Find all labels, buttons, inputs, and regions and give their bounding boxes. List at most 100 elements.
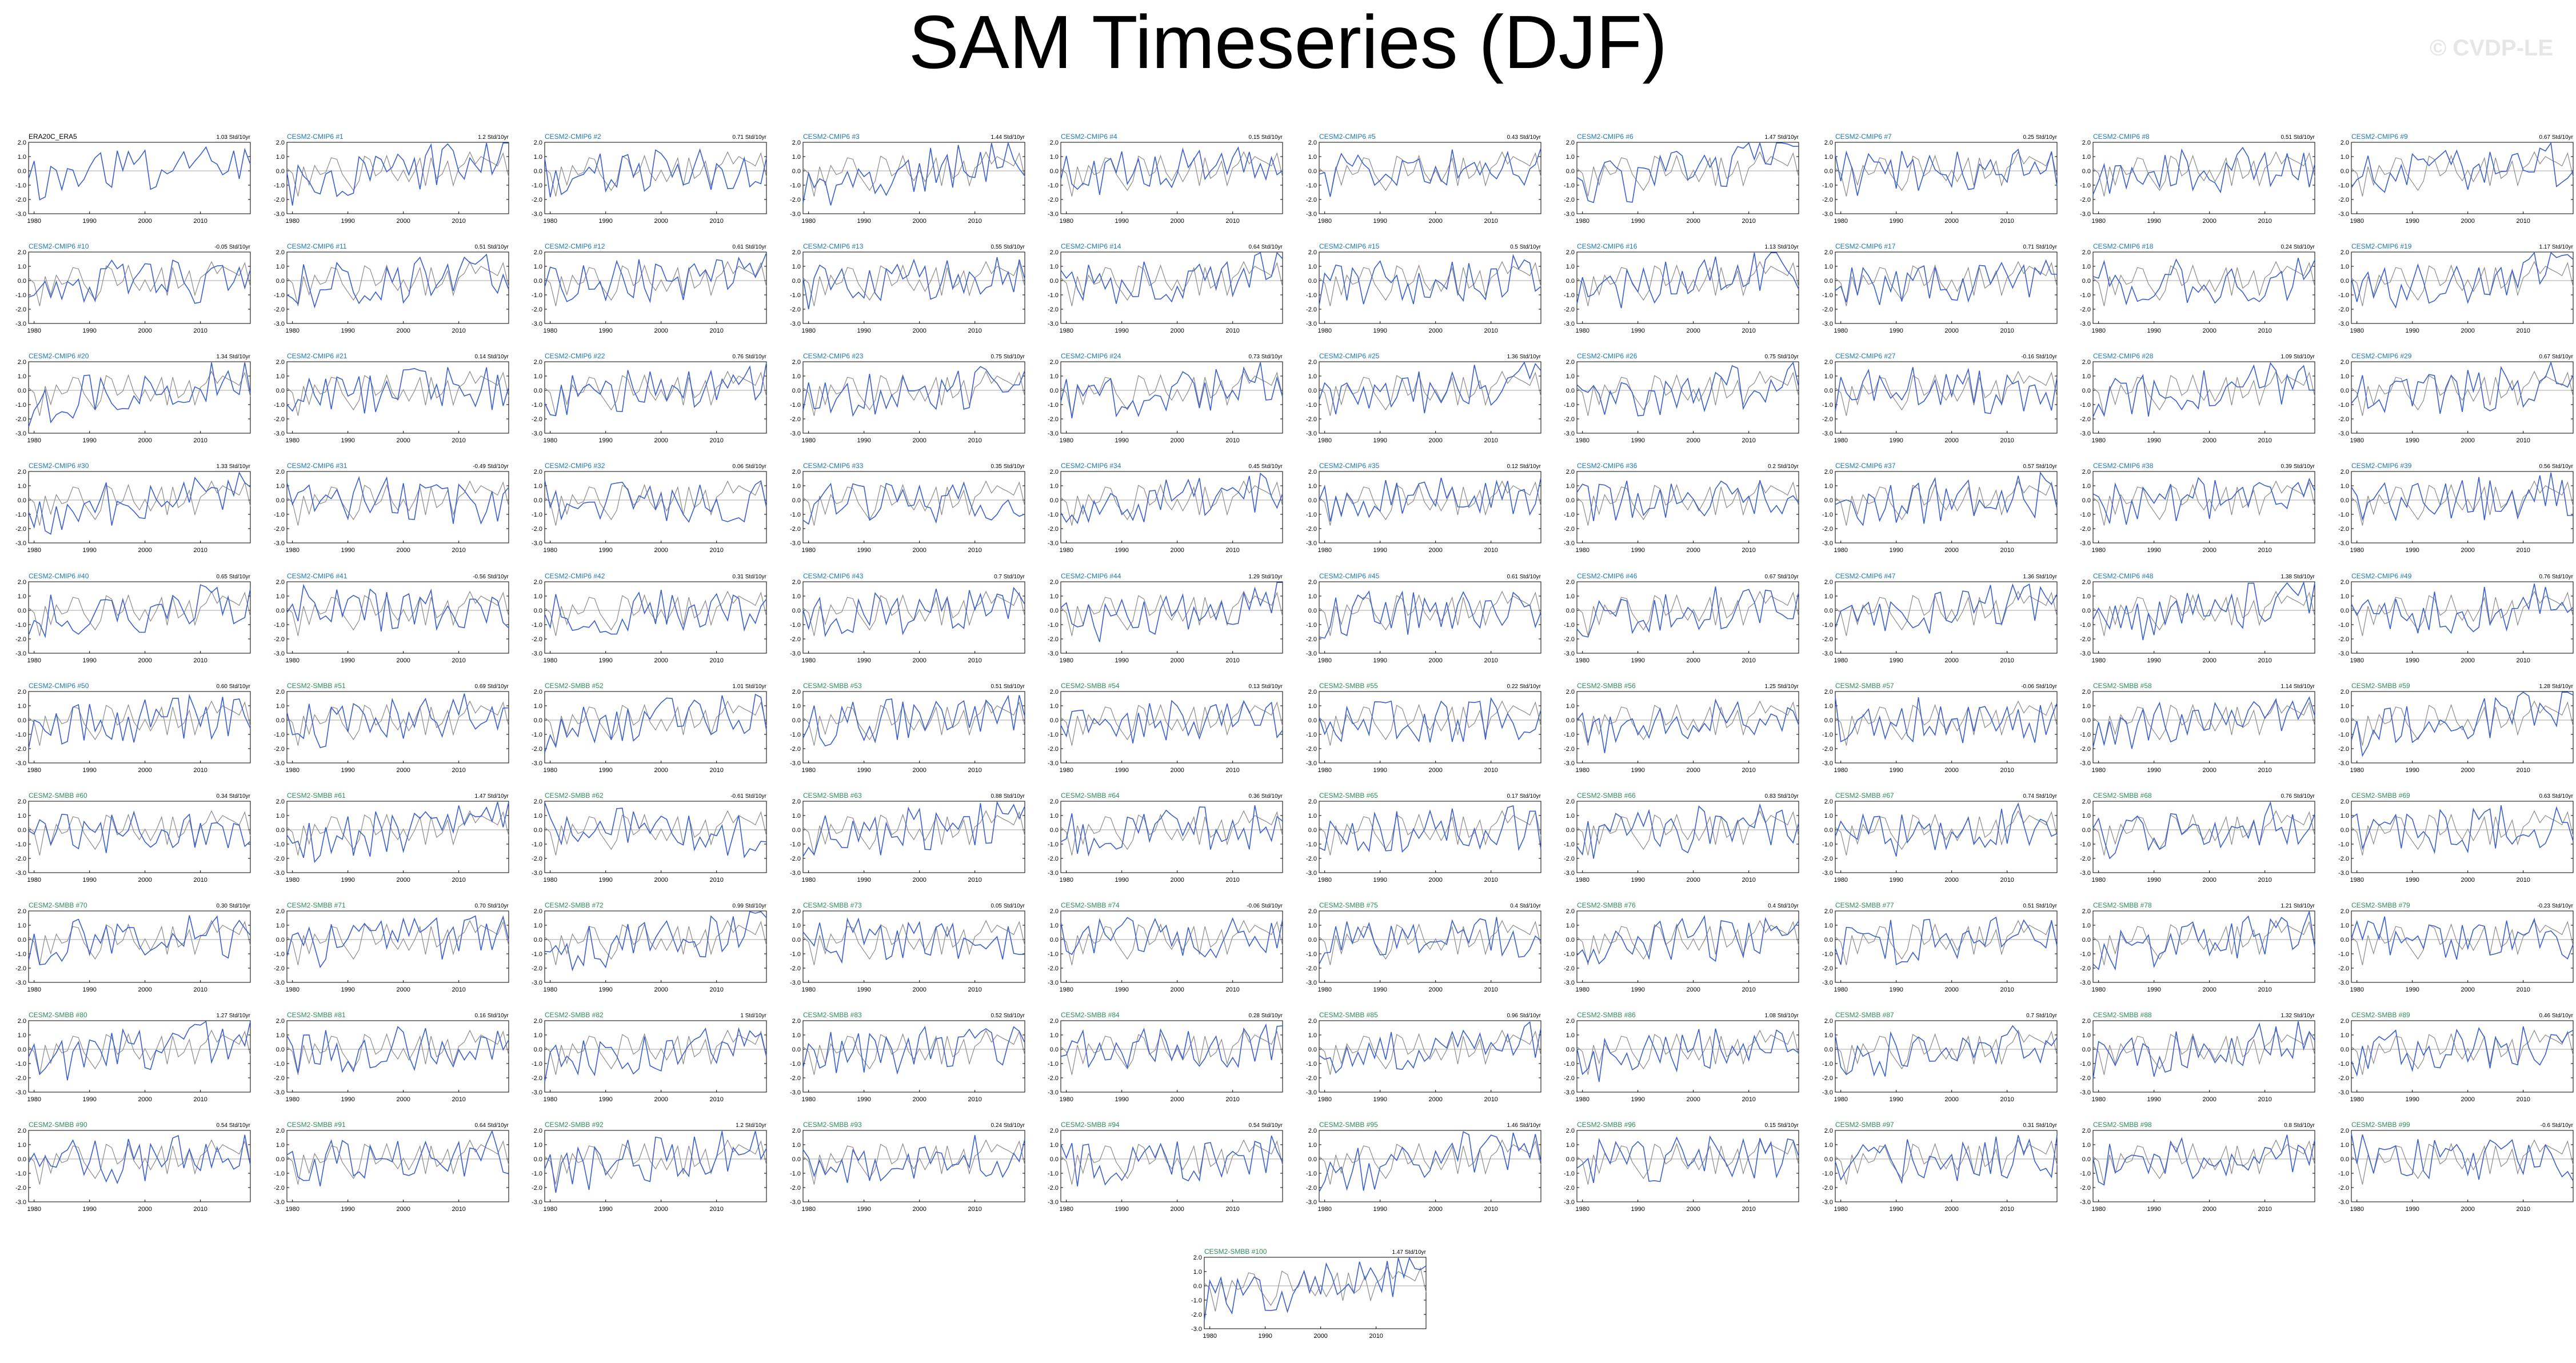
y-tick-label: -3.0: [1822, 430, 1833, 437]
y-tick-label: -1.0: [1191, 1297, 1202, 1304]
x-tick-label: 1990: [341, 547, 354, 554]
y-tick-label: 1.0: [2341, 813, 2349, 820]
y-tick-label: 0.0: [1824, 278, 1833, 285]
x-tick-label: 1980: [1317, 877, 1331, 884]
panel-title: CESM2-CMIP6 #12: [545, 242, 605, 250]
x-tick-label: 2010: [2000, 547, 2014, 554]
panel-8: CESM2-CMIP6 #8 0.51 Std/10yr2.01.00.0-1.0…: [2080, 133, 2315, 225]
panel-title: CESM2-SMBB #63: [803, 792, 862, 800]
y-tick-label: 0.0: [1824, 607, 1833, 614]
reference-series-line: [2351, 480, 2574, 526]
y-tick-label: 2.0: [2341, 359, 2349, 366]
x-tick-label: 1980: [27, 547, 41, 554]
x-tick-label: 1990: [1373, 547, 1387, 554]
y-tick-label: 1.0: [792, 483, 801, 490]
x-tick-label: 2010: [1484, 327, 1497, 334]
series-line: [2092, 258, 2315, 306]
x-tick-label: 2000: [2202, 437, 2216, 444]
plot-frame: [2092, 910, 2315, 983]
reference-series-line: [802, 1139, 1025, 1185]
plot-frame: [286, 1130, 509, 1202]
y-tick-label: -2.0: [1822, 416, 1833, 423]
y-tick-label: 1.0: [276, 593, 285, 600]
panel-trend: -0.49 Std/10yr: [473, 463, 509, 470]
y-tick-label: 0.0: [1050, 607, 1059, 614]
panel-title: CESM2-CMIP6 #11: [287, 242, 347, 250]
panel-100: CESM2-SMBB #100 1.47 Std/10yr2.01.00.0-1.…: [1191, 1248, 1427, 1340]
y-tick-label: -1.0: [1564, 511, 1575, 518]
y-tick-label: -3.0: [15, 870, 26, 877]
panel-47: CESM2-CMIP6 #47 1.36 Std/10yr2.01.00.0-1.…: [1822, 572, 2058, 664]
x-tick-label: 2000: [2461, 767, 2474, 774]
panel-title: CESM2-CMIP6 #45: [1319, 572, 1380, 580]
series-line: [544, 479, 767, 523]
panel-trend: 1.47 Std/10yr: [475, 793, 509, 800]
x-tick-label: 2000: [1428, 218, 1442, 225]
series-line: [1835, 1025, 2058, 1077]
y-tick-label: 1.0: [1308, 593, 1317, 600]
plot-frame: [286, 910, 509, 983]
plot-frame: [2092, 142, 2315, 214]
y-tick-label: -2.0: [1306, 306, 1317, 313]
y-tick-label: 1.0: [2341, 373, 2349, 380]
reference-series-line: [802, 261, 1025, 306]
x-tick-label: 2010: [1484, 767, 1497, 774]
y-tick-label: 2.0: [792, 249, 801, 256]
y-tick-label: -3.0: [1564, 211, 1575, 218]
x-tick-label: 2010: [2516, 1206, 2530, 1213]
y-tick-label: -2.0: [1822, 1185, 1833, 1192]
panel-title: CESM2-SMBB #53: [803, 682, 862, 690]
y-tick-label: 1.0: [792, 154, 801, 161]
reference-series-line: [286, 700, 509, 746]
x-tick-label: 2000: [1170, 877, 1184, 884]
series-line: [2351, 472, 2574, 522]
panel-10: CESM2-CMIP6 #10 -0.05 Std/10yr2.01.00.0-1…: [15, 242, 251, 334]
y-tick-label: 0.0: [534, 497, 542, 504]
panel-83: CESM2-SMBB #83 0.52 Std/10yr2.01.00.0-1.0…: [790, 1011, 1025, 1103]
x-tick-label: 1990: [857, 547, 870, 554]
plot-frame: [544, 581, 767, 654]
x-tick-label: 2010: [709, 437, 723, 444]
y-tick-label: -3.0: [15, 980, 26, 986]
x-tick-label: 2000: [1944, 657, 1958, 664]
panel-60: CESM2-SMBB #60 0.34 Std/10yr2.01.00.0-1.0…: [15, 792, 251, 884]
y-tick-label: -1.0: [15, 1170, 26, 1177]
x-tick-label: 2000: [138, 877, 151, 884]
y-tick-label: 2.0: [1050, 139, 1059, 146]
x-tick-label: 2000: [396, 877, 410, 884]
x-tick-label: 1980: [2350, 1206, 2363, 1213]
reference-series-line: [544, 590, 767, 636]
panel-41: CESM2-CMIP6 #41 -0.56 Std/10yr2.01.00.0-1…: [274, 572, 509, 664]
panel-trend: 0.65 Std/10yr: [217, 574, 251, 580]
x-tick-label: 2000: [912, 327, 926, 334]
y-tick-label: 2.0: [1566, 359, 1575, 366]
y-tick-label: -3.0: [532, 321, 542, 327]
reference-series-line: [1060, 590, 1283, 636]
series-line: [544, 589, 767, 635]
y-tick-label: -1.0: [274, 511, 285, 518]
x-tick-label: 1980: [285, 437, 299, 444]
y-tick-label: -1.0: [274, 951, 285, 958]
x-tick-label: 2010: [709, 547, 723, 554]
panel-title: CESM2-SMBB #77: [1835, 901, 1894, 909]
series-line: [1319, 590, 1541, 639]
x-tick-label: 1980: [27, 877, 41, 884]
y-tick-label: -3.0: [790, 870, 801, 877]
y-tick-label: 2.0: [2341, 798, 2349, 805]
x-tick-label: 1980: [2091, 437, 2105, 444]
plot-frame: [544, 910, 767, 983]
y-tick-label: -2.0: [274, 746, 285, 753]
x-tick-label: 1980: [1317, 657, 1331, 664]
y-tick-label: -2.0: [1048, 636, 1059, 643]
x-tick-label: 2010: [1484, 1206, 1497, 1213]
panel-trend: 1.47 Std/10yr: [1765, 134, 1799, 141]
reference-series-line: [286, 810, 509, 856]
y-tick-label: -3.0: [274, 321, 285, 327]
y-tick-label: -3.0: [2338, 211, 2349, 218]
x-tick-label: 1980: [1317, 218, 1331, 225]
y-tick-label: -1.0: [790, 292, 801, 299]
y-tick-label: 1.0: [2341, 483, 2349, 490]
y-tick-label: 0.0: [18, 607, 26, 614]
panel-title: CESM2-SMBB #87: [1835, 1011, 1894, 1019]
y-tick-label: 2.0: [2082, 249, 2091, 256]
